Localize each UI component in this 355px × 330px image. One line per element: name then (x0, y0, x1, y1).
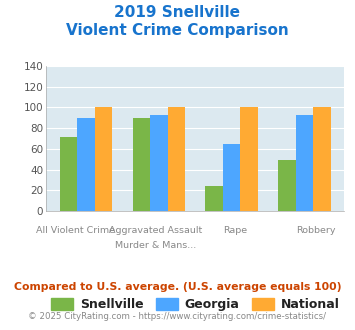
Bar (168, 108, 185, 211)
Bar (60, 137, 77, 211)
Text: Rape: Rape (223, 226, 247, 235)
Text: 2019 Snellville: 2019 Snellville (115, 5, 240, 20)
Bar (313, 108, 331, 211)
Text: Violent Crime Comparison: Violent Crime Comparison (66, 23, 289, 38)
Text: Compared to U.S. average. (U.S. average equals 100): Compared to U.S. average. (U.S. average … (14, 282, 341, 292)
Legend: Snellville, Georgia, National: Snellville, Georgia, National (46, 293, 345, 316)
Bar (95, 108, 112, 211)
Bar (77, 118, 95, 211)
Text: Robbery: Robbery (296, 226, 335, 235)
Bar (206, 186, 223, 211)
Bar (296, 115, 313, 211)
Text: All Violent Crime: All Violent Crime (36, 226, 115, 235)
Bar (223, 144, 240, 211)
Bar (240, 108, 258, 211)
Bar (278, 160, 296, 211)
Bar (150, 115, 168, 211)
Text: Aggravated Assault: Aggravated Assault (109, 226, 202, 235)
Bar (132, 118, 150, 211)
Text: Murder & Mans...: Murder & Mans... (115, 241, 196, 250)
Text: © 2025 CityRating.com - https://www.cityrating.com/crime-statistics/: © 2025 CityRating.com - https://www.city… (28, 312, 327, 321)
